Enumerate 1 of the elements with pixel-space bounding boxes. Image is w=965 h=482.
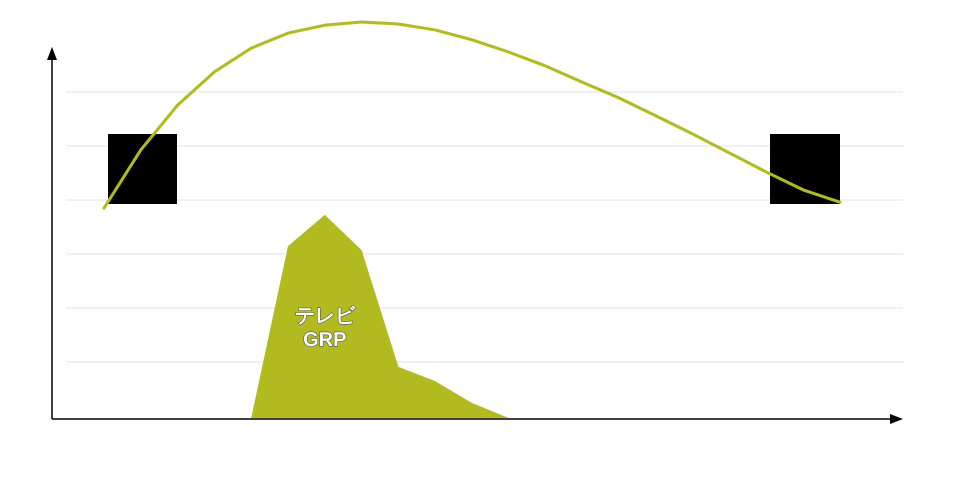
series-label: テレビ GRP [294,305,356,351]
